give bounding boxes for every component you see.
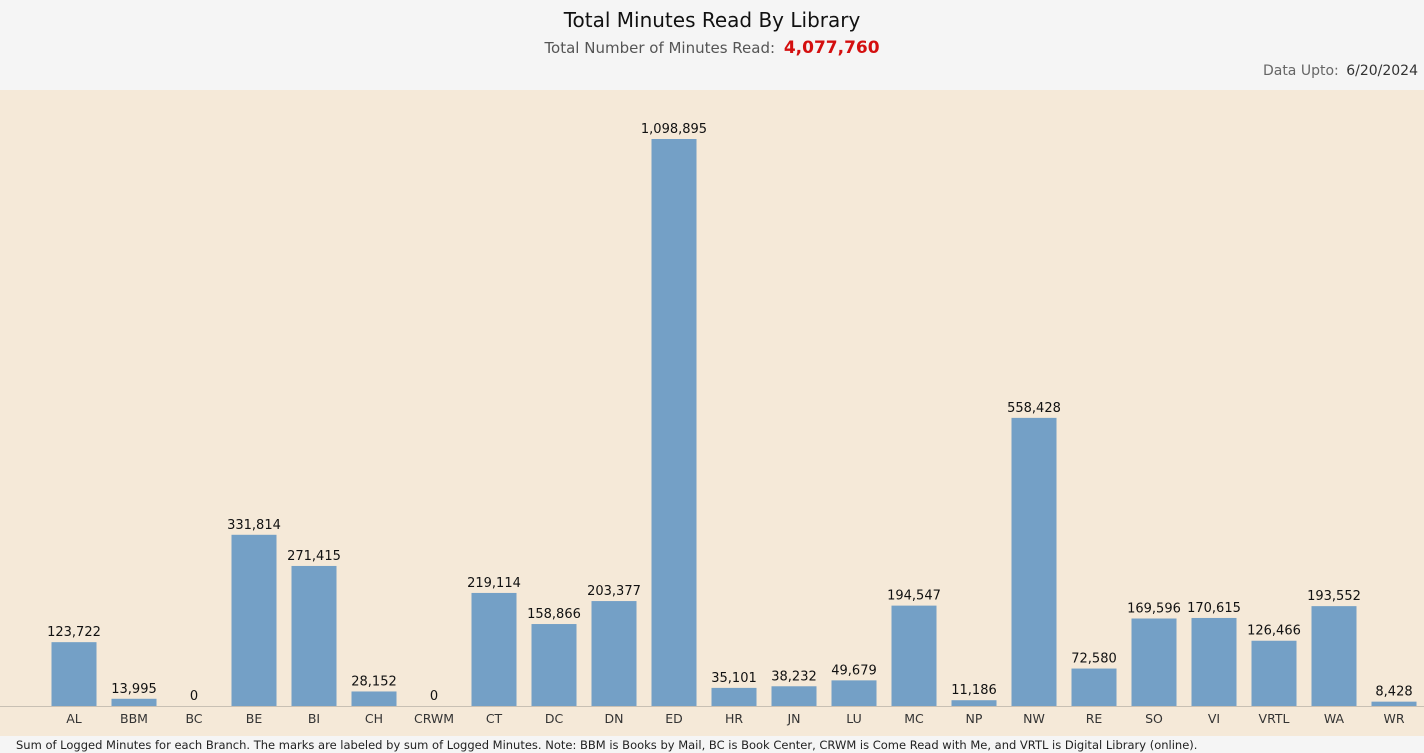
- data-upto-label: Data Upto:: [1262, 63, 1339, 79]
- data-label-ct: 219,114: [467, 576, 521, 591]
- x-tick-label-crwm: CRWM: [414, 711, 454, 726]
- bar-nw[interactable]: [1011, 417, 1057, 706]
- chart-title: Total Minutes Read By Library: [563, 8, 861, 32]
- x-tick-label-mc: MC: [904, 711, 924, 726]
- bar-mc[interactable]: [891, 605, 937, 706]
- x-tick-label-nw: NW: [1023, 711, 1045, 726]
- data-label-ch: 28,152: [351, 674, 397, 689]
- x-tick-label-be: BE: [246, 711, 263, 726]
- data-upto: Data Upto: 6/20/2024: [1263, 63, 1418, 79]
- x-tick-label-re: RE: [1086, 711, 1103, 726]
- x-tick-label-vrtl: VRTL: [1259, 711, 1290, 726]
- data-label-hr: 35,101: [711, 671, 757, 686]
- bar-dc[interactable]: [531, 624, 577, 706]
- data-label-bbm: 13,995: [111, 682, 157, 697]
- data-label-lu: 49,679: [831, 663, 877, 678]
- bar-vrtl[interactable]: [1251, 640, 1297, 706]
- data-label-al: 123,722: [47, 625, 101, 640]
- bar-be[interactable]: [231, 534, 277, 706]
- bar-al[interactable]: [51, 642, 97, 706]
- bar-ch[interactable]: [351, 691, 397, 706]
- bar-ct[interactable]: [471, 592, 517, 706]
- data-label-vi: 170,615: [1187, 601, 1241, 616]
- bar-ed[interactable]: [651, 139, 697, 706]
- x-tick-label-al: AL: [66, 711, 82, 726]
- bar-bi[interactable]: [291, 565, 337, 706]
- x-tick-label-vi: VI: [1208, 711, 1220, 726]
- x-tick-label-so: SO: [1145, 711, 1163, 726]
- data-label-nw: 558,428: [1007, 401, 1061, 416]
- bar-bbm[interactable]: [111, 698, 157, 706]
- x-tick-label-ct: CT: [486, 711, 503, 726]
- bar-vi[interactable]: [1191, 617, 1237, 706]
- data-label-wa: 193,552: [1307, 589, 1361, 604]
- x-tick-label-hr: HR: [725, 711, 743, 726]
- x-tick-label-wr: WR: [1383, 711, 1404, 726]
- data-label-np: 11,186: [951, 683, 997, 698]
- data-label-jn: 38,232: [771, 669, 817, 684]
- x-tick-label-lu: LU: [846, 711, 862, 726]
- bar-so[interactable]: [1131, 618, 1177, 706]
- data-label-mc: 194,547: [887, 589, 941, 604]
- data-label-dc: 158,866: [527, 607, 581, 622]
- chart-footnote: Sum of Logged Minutes for each Branch. T…: [16, 738, 1198, 752]
- data-label-bi: 271,415: [287, 549, 341, 564]
- chart-subtitle: Total Number of Minutes Read: 4,077,760: [0, 38, 1424, 58]
- bar-lu[interactable]: [831, 680, 877, 706]
- x-tick-label-bbm: BBM: [120, 711, 148, 726]
- data-label-bc: 0: [190, 689, 198, 704]
- bar-wa[interactable]: [1311, 606, 1357, 706]
- bar-re[interactable]: [1071, 668, 1117, 706]
- x-tick-label-dn: DN: [605, 711, 624, 726]
- bar-jn[interactable]: [771, 686, 817, 706]
- total-minutes-value: 4,077,760: [783, 38, 880, 58]
- bar-hr[interactable]: [711, 687, 757, 706]
- x-tick-label-bc: BC: [185, 711, 202, 726]
- data-label-so: 169,596: [1127, 601, 1181, 616]
- total-minutes-label: Total Number of Minutes Read:: [544, 39, 776, 57]
- x-tick-label-jn: JN: [786, 711, 800, 726]
- x-tick-label-ed: ED: [665, 711, 683, 726]
- data-label-wr: 8,428: [1375, 685, 1412, 700]
- data-label-re: 72,580: [1071, 652, 1117, 667]
- x-tick-label-wa: WA: [1324, 711, 1345, 726]
- bar-np[interactable]: [951, 700, 997, 706]
- data-label-ed: 1,098,895: [641, 122, 707, 137]
- bar-dn[interactable]: [591, 601, 637, 706]
- bar-wr[interactable]: [1371, 701, 1417, 706]
- x-tick-label-ch: CH: [365, 711, 383, 726]
- data-upto-date: 6/20/2024: [1346, 63, 1418, 79]
- chart-header: Total Minutes Read By Library Total Numb…: [0, 0, 1424, 90]
- x-tick-label-bi: BI: [308, 711, 320, 726]
- x-tick-label-dc: DC: [545, 711, 564, 726]
- data-label-be: 331,814: [227, 518, 281, 533]
- data-label-vrtl: 126,466: [1247, 624, 1301, 639]
- data-label-crwm: 0: [430, 689, 438, 704]
- x-tick-label-np: NP: [966, 711, 983, 726]
- data-label-dn: 203,377: [587, 584, 641, 599]
- bar-chart: 123,722 AL 13,995 BBM 0 BC 331,814 BE 271,415 BI 2…: [0, 122, 1424, 726]
